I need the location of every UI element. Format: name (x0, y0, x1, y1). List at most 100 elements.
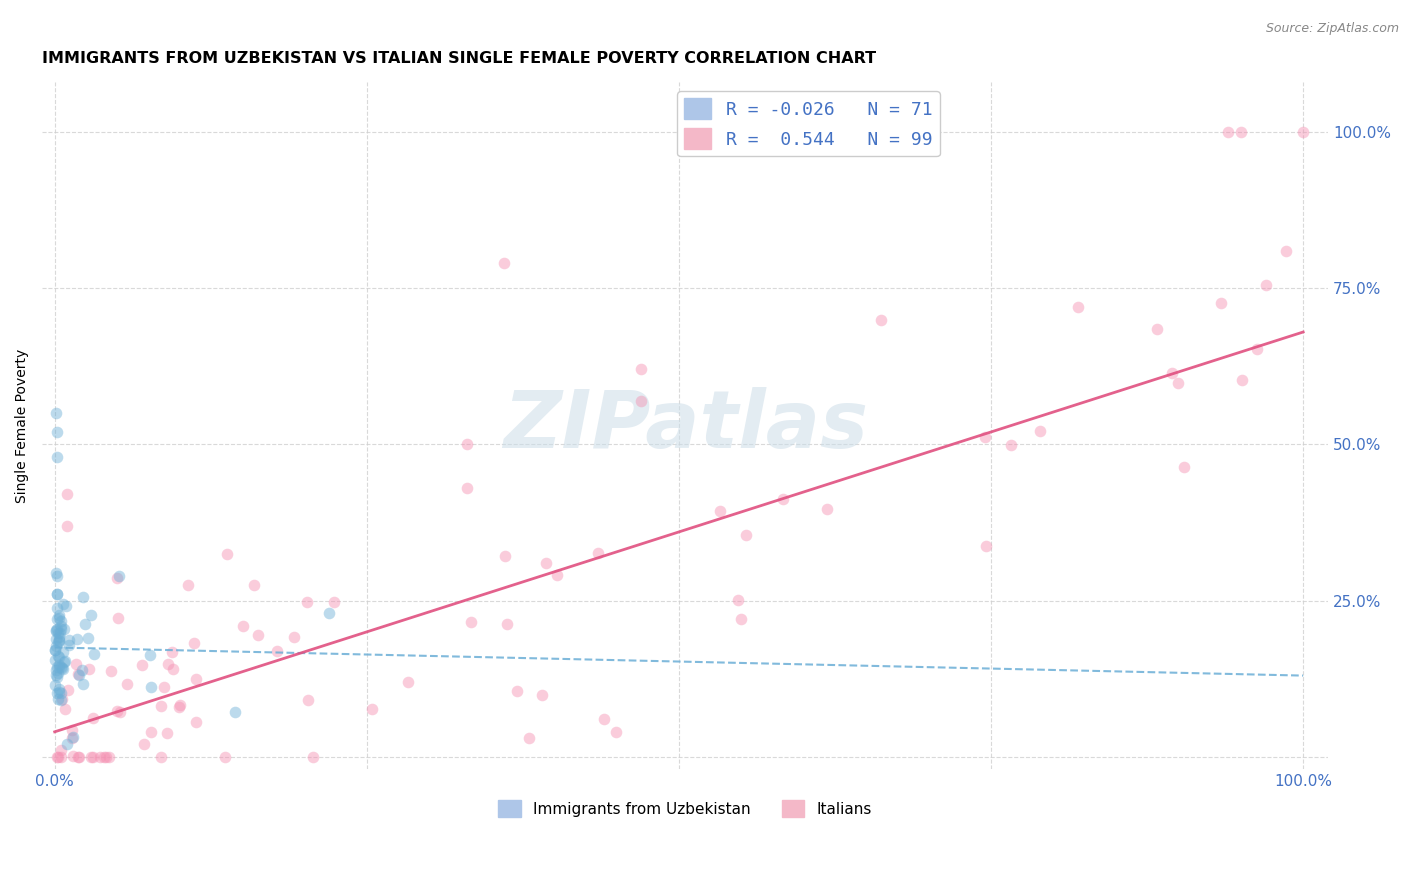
Point (460, 615, 482, 629)
Point (66, 749, 89, 764)
Point (177, 578, 200, 592)
Point (108, 569, 131, 583)
Point (44, 642, 66, 657)
Point (318, 606, 340, 620)
Point (46, 623, 69, 637)
Point (48, 749, 70, 764)
Point (593, 712, 616, 726)
Point (49, 615, 72, 629)
Point (1211, 296, 1233, 310)
Point (48, 632, 70, 647)
Point (51, 749, 73, 764)
Point (709, 504, 731, 518)
Point (1254, 277, 1277, 292)
Point (456, 481, 478, 495)
Point (49, 743, 72, 757)
Point (46, 450, 69, 464)
Point (48, 665, 70, 680)
Point (48, 610, 70, 624)
Point (46, 626, 69, 640)
Point (150, 749, 173, 764)
Point (973, 430, 995, 444)
Point (51, 692, 73, 706)
Point (44, 643, 66, 657)
Point (45, 624, 67, 639)
Point (1067, 300, 1090, 314)
Point (139, 725, 162, 739)
Point (1230, 373, 1253, 387)
Point (283, 630, 305, 644)
Point (45, 639, 67, 653)
Point (53, 654, 76, 668)
Point (494, 549, 516, 564)
Point (77, 662, 100, 676)
Point (52, 645, 75, 659)
Point (295, 595, 318, 609)
Point (48, 650, 70, 665)
Point (48, 660, 70, 674)
Point (49, 686, 72, 700)
Point (67, 668, 90, 682)
Point (301, 749, 323, 764)
Point (48, 657, 70, 672)
Point (184, 714, 207, 729)
Point (51, 692, 73, 706)
Point (48, 684, 70, 698)
Point (132, 737, 155, 751)
Point (80, 608, 103, 623)
Y-axis label: Single Female Poverty: Single Female Poverty (15, 349, 30, 503)
Point (160, 645, 183, 659)
Point (66, 632, 89, 647)
Point (46, 660, 69, 674)
Point (149, 699, 172, 714)
Point (169, 698, 191, 713)
Point (162, 662, 184, 676)
Point (66, 667, 89, 681)
Point (46, 670, 69, 684)
Point (974, 539, 997, 553)
Point (506, 684, 529, 698)
Point (605, 724, 627, 739)
Point (870, 313, 893, 327)
Point (46, 601, 69, 615)
Point (115, 677, 138, 691)
Point (323, 595, 346, 609)
Point (49, 623, 72, 637)
Point (45, 406, 67, 420)
Point (534, 556, 557, 570)
Point (1229, 125, 1251, 139)
Point (97, 749, 120, 764)
Point (52, 622, 75, 636)
Point (1160, 366, 1182, 380)
Point (55, 599, 77, 613)
Point (60, 723, 83, 737)
Point (51, 661, 73, 675)
Point (70, 664, 93, 678)
Point (46, 587, 69, 601)
Point (156, 726, 179, 740)
Point (48, 634, 70, 648)
Point (184, 672, 207, 686)
Point (730, 612, 752, 626)
Point (56, 487, 79, 501)
Point (243, 578, 266, 592)
Point (83, 647, 105, 661)
Point (58, 638, 80, 652)
Point (224, 705, 246, 719)
Point (297, 693, 319, 707)
Point (52, 597, 75, 611)
Point (1246, 342, 1268, 356)
Point (46, 649, 69, 664)
Point (58, 632, 80, 647)
Point (100, 664, 122, 678)
Point (139, 648, 162, 663)
Point (1218, 125, 1240, 139)
Point (53, 702, 76, 716)
Point (530, 688, 553, 702)
Point (1146, 322, 1168, 336)
Point (45, 686, 67, 700)
Legend: Immigrants from Uzbekistan, Italians: Immigrants from Uzbekistan, Italians (492, 794, 879, 823)
Point (1292, 125, 1315, 139)
Point (1000, 438, 1022, 452)
Point (93, 749, 115, 764)
